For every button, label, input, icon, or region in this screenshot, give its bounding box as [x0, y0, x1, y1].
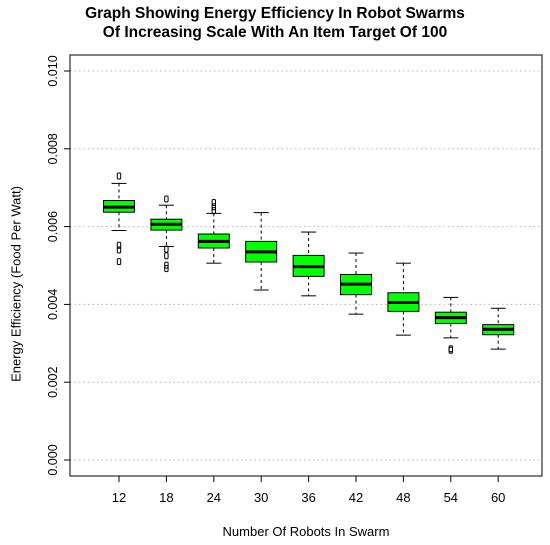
outlier-point	[164, 195, 169, 203]
outlier-point	[448, 345, 454, 353]
y-tick-label: 0.008	[46, 133, 60, 164]
outlier-point	[164, 245, 169, 253]
box-30	[245, 212, 278, 291]
x-tick-label: 60	[491, 490, 505, 505]
box-54	[434, 296, 467, 354]
x-tick-label: 24	[207, 490, 221, 505]
box-48	[387, 262, 420, 336]
chart-title-line-2: Of Increasing Scale With An Item Target …	[102, 24, 448, 41]
y-axis-label: Energy Efficiency (Food Per Watt)	[8, 186, 24, 382]
outlier-point	[164, 265, 169, 273]
boxes	[103, 172, 515, 354]
axes: 0.000 0.002 0.004 0.006 0.008 0.010 12 18 24 30 36…	[46, 55, 505, 505]
outlier-point	[164, 261, 169, 269]
outlier-point	[116, 172, 122, 180]
outlier-point	[116, 246, 122, 254]
outlier-point	[448, 346, 454, 354]
box-18	[150, 195, 183, 273]
x-tick-label: 12	[112, 490, 126, 505]
box-42	[340, 252, 372, 315]
outlier-point	[211, 203, 217, 211]
x-tick-label: 54	[444, 490, 458, 505]
y-tick-label: 0.006	[46, 211, 60, 242]
y-tick-label: 0.000	[46, 444, 60, 475]
x-tick-label: 42	[349, 490, 363, 505]
outlier-point	[211, 207, 217, 215]
y-tick-label: 0.004	[46, 289, 60, 320]
box-60	[482, 307, 515, 350]
x-tick-label: 30	[254, 490, 268, 505]
box-36	[292, 231, 325, 297]
box-12	[103, 172, 135, 266]
y-tick-label: 0.010	[46, 55, 60, 86]
plot-frame	[69, 54, 543, 477]
box-24	[197, 198, 230, 264]
outlier-point	[116, 241, 122, 249]
x-tick-label: 36	[301, 490, 315, 505]
chart-title-line-1: Graph Showing Energy Efficiency In Robot…	[85, 5, 465, 22]
x-axis-label: Number Of Robots In Swarm	[222, 524, 390, 539]
x-tick-label: 48	[396, 490, 410, 505]
outlier-point	[116, 258, 122, 266]
outlier-point	[164, 252, 169, 260]
x-tick-label: 18	[159, 490, 173, 505]
outlier-point	[211, 198, 217, 206]
y-tick-label: 0.002	[46, 367, 60, 398]
